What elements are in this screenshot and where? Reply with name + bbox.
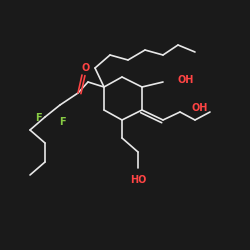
Text: F: F bbox=[35, 113, 41, 123]
Text: O: O bbox=[82, 63, 90, 73]
Text: HO: HO bbox=[130, 175, 146, 185]
Text: OH: OH bbox=[178, 75, 194, 85]
Text: OH: OH bbox=[192, 103, 208, 113]
Text: F: F bbox=[59, 117, 65, 127]
